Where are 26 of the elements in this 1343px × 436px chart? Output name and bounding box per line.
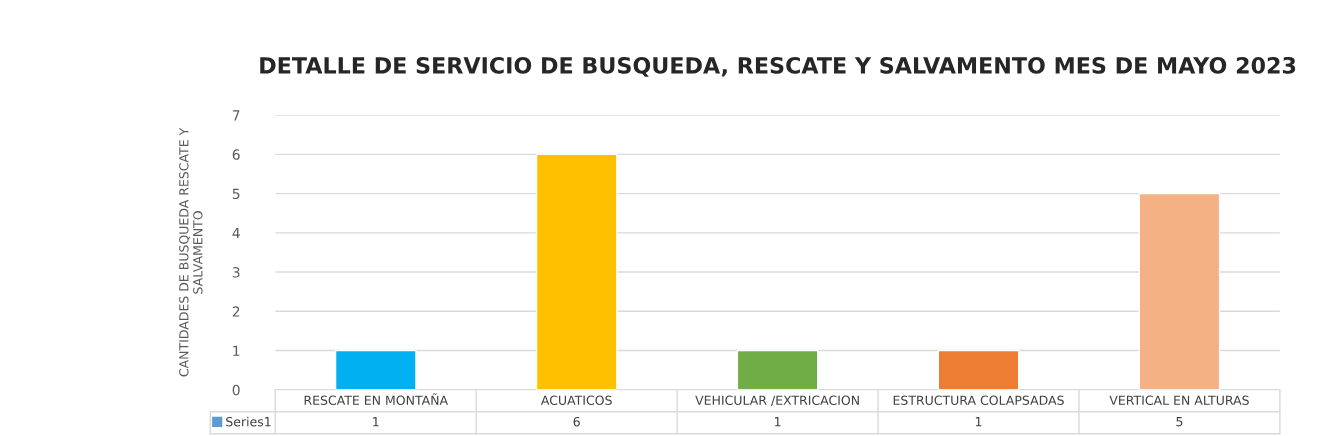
- y-tick-label: 6: [232, 149, 240, 160]
- data-label: 6: [573, 416, 580, 427]
- y-tick-label: 2: [232, 306, 240, 317]
- y-tick-label: 4: [232, 227, 240, 239]
- bar: [937, 349, 1020, 390]
- x-tick-label: RESCATE EN MONTAÑA: [304, 393, 448, 406]
- x-tick-label: ACUATICOS: [540, 395, 612, 406]
- x-tick-label: VEHICULAR /EXTRICACION: [695, 395, 859, 406]
- bar: [535, 153, 618, 390]
- bar: [736, 349, 819, 390]
- y-tick-label: 0: [232, 384, 240, 396]
- data-label: 1: [373, 417, 379, 427]
- y-tick-label: 1: [233, 345, 240, 356]
- y-tick-label: 3: [232, 267, 240, 278]
- y-axis-title: CANTIDADES DE BUSQUEDA RESCATE Y SALVAMENTO: [179, 127, 203, 377]
- bar: [1138, 192, 1221, 390]
- data-label: 1: [975, 417, 982, 427]
- text: Series1: [226, 416, 271, 427]
- x-tick-label: VERTICAL EN ALTURAS: [1109, 395, 1249, 406]
- data-label: 5: [1176, 417, 1183, 427]
- chart-title: DETALLE DE SERVICIO DE BUSQUEDA, RESCATE Y SALVAMENTO MES DE MAYO 2023: [260, 56, 1296, 77]
- y-tick-label: 7: [232, 110, 240, 121]
- y-tick-label: 5: [232, 188, 240, 200]
- bar: [334, 349, 417, 390]
- x-tick-label: ESTRUCTURA COLAPSADAS: [893, 395, 1064, 406]
- data-label: 1: [774, 417, 781, 427]
